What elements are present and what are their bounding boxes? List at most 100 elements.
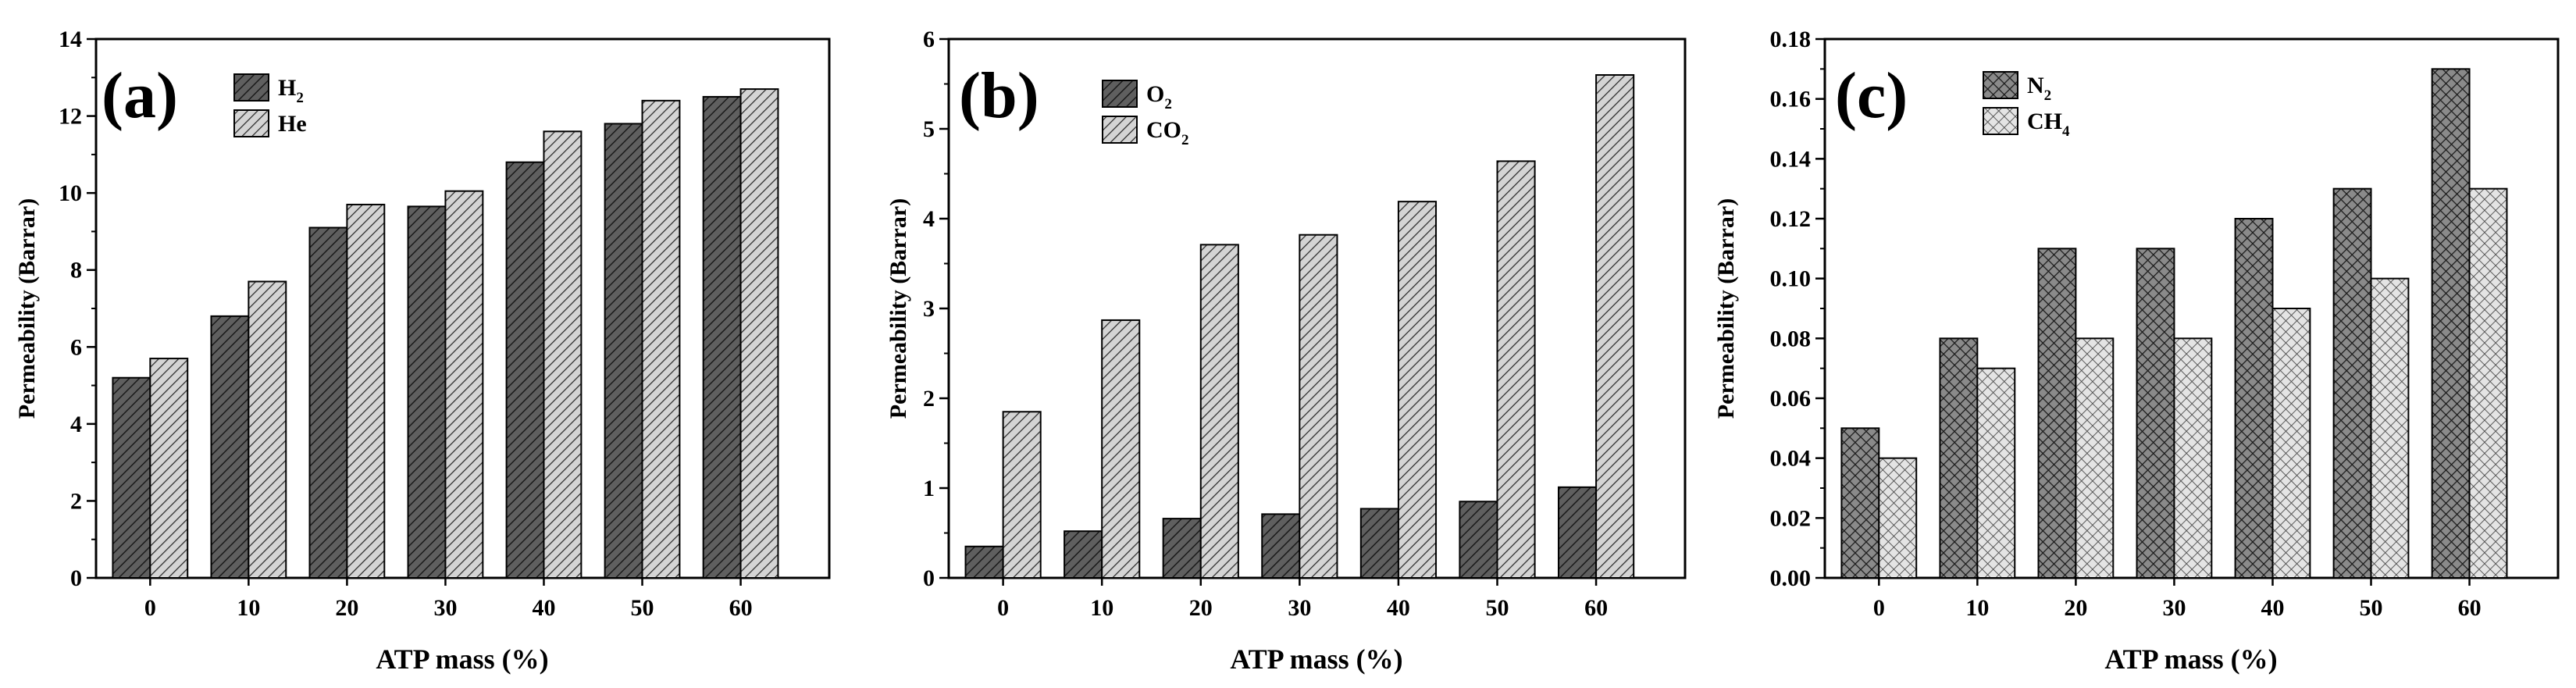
x-tick-label: 60 — [1584, 595, 1608, 621]
legend-label-n2: N2 — [2027, 73, 2051, 104]
bar-h2-40 — [505, 161, 545, 579]
x-tick-label: 20 — [1189, 595, 1213, 621]
y-tick-label: 0.04 — [1770, 446, 1812, 472]
x-tick-label: 50 — [631, 595, 654, 621]
panel-a: 0 2 4 6 8 10 12 14 0 10 20 30 40 50 60 (a) H2 He ATP m… — [14, 27, 831, 675]
y-tick-label: 0 — [923, 565, 935, 591]
y-tick-label: 1 — [923, 476, 935, 501]
legend-label-he: He — [278, 111, 307, 137]
bar-he-60 — [739, 88, 779, 579]
bar-ch4-10 — [1976, 367, 2016, 579]
bar-co2-40 — [1397, 201, 1438, 579]
x-tick-label: 20 — [2064, 595, 2087, 621]
x-axis-title: ATP mass (%) — [2104, 643, 2277, 675]
bar-he-30 — [444, 190, 484, 579]
x-tick-label: 20 — [335, 595, 358, 621]
legend-swatch-o2 — [1102, 80, 1138, 108]
bar-n2-0 — [1840, 427, 1880, 579]
y-tick-label: 0.06 — [1770, 386, 1812, 412]
bar-he-40 — [543, 130, 583, 579]
legend-label-h2: H2 — [278, 75, 304, 106]
bar-ch4-30 — [2173, 337, 2213, 579]
bar-co2-50 — [1496, 160, 1536, 579]
x-tick-label: 50 — [1486, 595, 1509, 621]
bar-co2-20 — [1199, 244, 1239, 579]
bar-h2-20 — [308, 226, 348, 579]
y-tick-label: 12 — [59, 104, 82, 130]
x-tick-label: 40 — [2261, 595, 2284, 621]
panel-label: (a) — [102, 59, 178, 132]
bar-o2-20 — [1162, 518, 1202, 579]
bar-he-10 — [248, 280, 287, 579]
bar-h2-30 — [407, 205, 447, 579]
x-tick-label: 0 — [1873, 595, 1885, 621]
bar-n2-30 — [2136, 248, 2175, 579]
y-tick-label: 0.12 — [1770, 206, 1812, 232]
y-axis-title: Permeability (Barrar) — [1713, 198, 1739, 419]
y-tick-label: 0.14 — [1770, 146, 1812, 172]
panel-label: (c) — [1835, 59, 1908, 132]
x-axis-title: ATP mass (%) — [1230, 643, 1402, 675]
bar-he-20 — [346, 203, 386, 579]
legend-label-co2: CO2 — [1146, 117, 1189, 148]
bar-o2-30 — [1261, 513, 1301, 579]
y-tick-label: 0.10 — [1770, 266, 1812, 292]
bar-n2-60 — [2431, 68, 2471, 579]
legend-label-o2: O2 — [1146, 81, 1172, 112]
bar-o2-60 — [1557, 486, 1598, 579]
y-tick-label: 10 — [59, 180, 82, 206]
bar-he-50 — [641, 99, 681, 579]
y-axis-title: Permeability (Barrar) — [885, 198, 911, 419]
y-tick-label: 5 — [923, 116, 935, 142]
panel-label: (b) — [959, 59, 1039, 132]
bar-o2-10 — [1064, 530, 1103, 579]
legend-swatch-he — [233, 109, 269, 137]
bar-h2-0 — [112, 376, 151, 579]
bar-ch4-40 — [2271, 308, 2311, 579]
bar-ch4-20 — [2075, 337, 2115, 579]
x-tick-label: 0 — [997, 595, 1009, 621]
bar-h2-50 — [604, 123, 643, 579]
bar-co2-10 — [1101, 319, 1141, 579]
bar-ch4-50 — [2370, 277, 2410, 579]
y-tick-label: 0.02 — [1770, 505, 1812, 531]
bar-o2-0 — [964, 545, 1004, 579]
bar-n2-50 — [2332, 187, 2372, 579]
bar-n2-40 — [2234, 218, 2274, 579]
bar-co2-60 — [1595, 74, 1635, 579]
x-tick-label: 30 — [433, 595, 457, 621]
bar-co2-30 — [1299, 233, 1338, 579]
bar-ch4-0 — [1878, 457, 1918, 579]
y-tick-label: 8 — [70, 258, 82, 283]
x-tick-label: 40 — [1387, 595, 1410, 621]
y-tick-label: 3 — [923, 296, 935, 322]
bar-o2-40 — [1359, 508, 1399, 579]
y-tick-label: 6 — [70, 334, 82, 360]
y-tick-label: 4 — [70, 412, 82, 437]
panel-c: 0.00 0.02 0.04 0.06 0.08 0.10 0.12 0.14 0.16 0.18… — [1713, 27, 2560, 675]
legend-swatch-n2 — [1983, 71, 2018, 99]
y-tick-label: 0.08 — [1770, 326, 1812, 351]
y-tick-label: 2 — [923, 386, 935, 412]
y-tick-label: 0.18 — [1770, 27, 1812, 52]
x-tick-label: 10 — [237, 595, 260, 621]
legend-swatch-ch4 — [1983, 107, 2018, 135]
y-tick-label: 14 — [59, 27, 82, 52]
bar-h2-60 — [702, 95, 742, 579]
x-tick-label: 30 — [1288, 595, 1311, 621]
x-axis-title: ATP mass (%) — [376, 643, 548, 675]
x-tick-label: 10 — [1965, 595, 1989, 621]
legend: H2 He — [233, 73, 307, 137]
y-tick-label: 6 — [923, 27, 935, 52]
y-tick-label: 0.00 — [1770, 565, 1812, 591]
x-tick-label: 60 — [2458, 595, 2482, 621]
x-tick-label: 40 — [532, 595, 555, 621]
bar-n2-20 — [2037, 248, 2077, 579]
bar-h2-10 — [210, 315, 250, 579]
legend-swatch-h2 — [233, 73, 269, 102]
bar-ch4-60 — [2468, 187, 2508, 579]
